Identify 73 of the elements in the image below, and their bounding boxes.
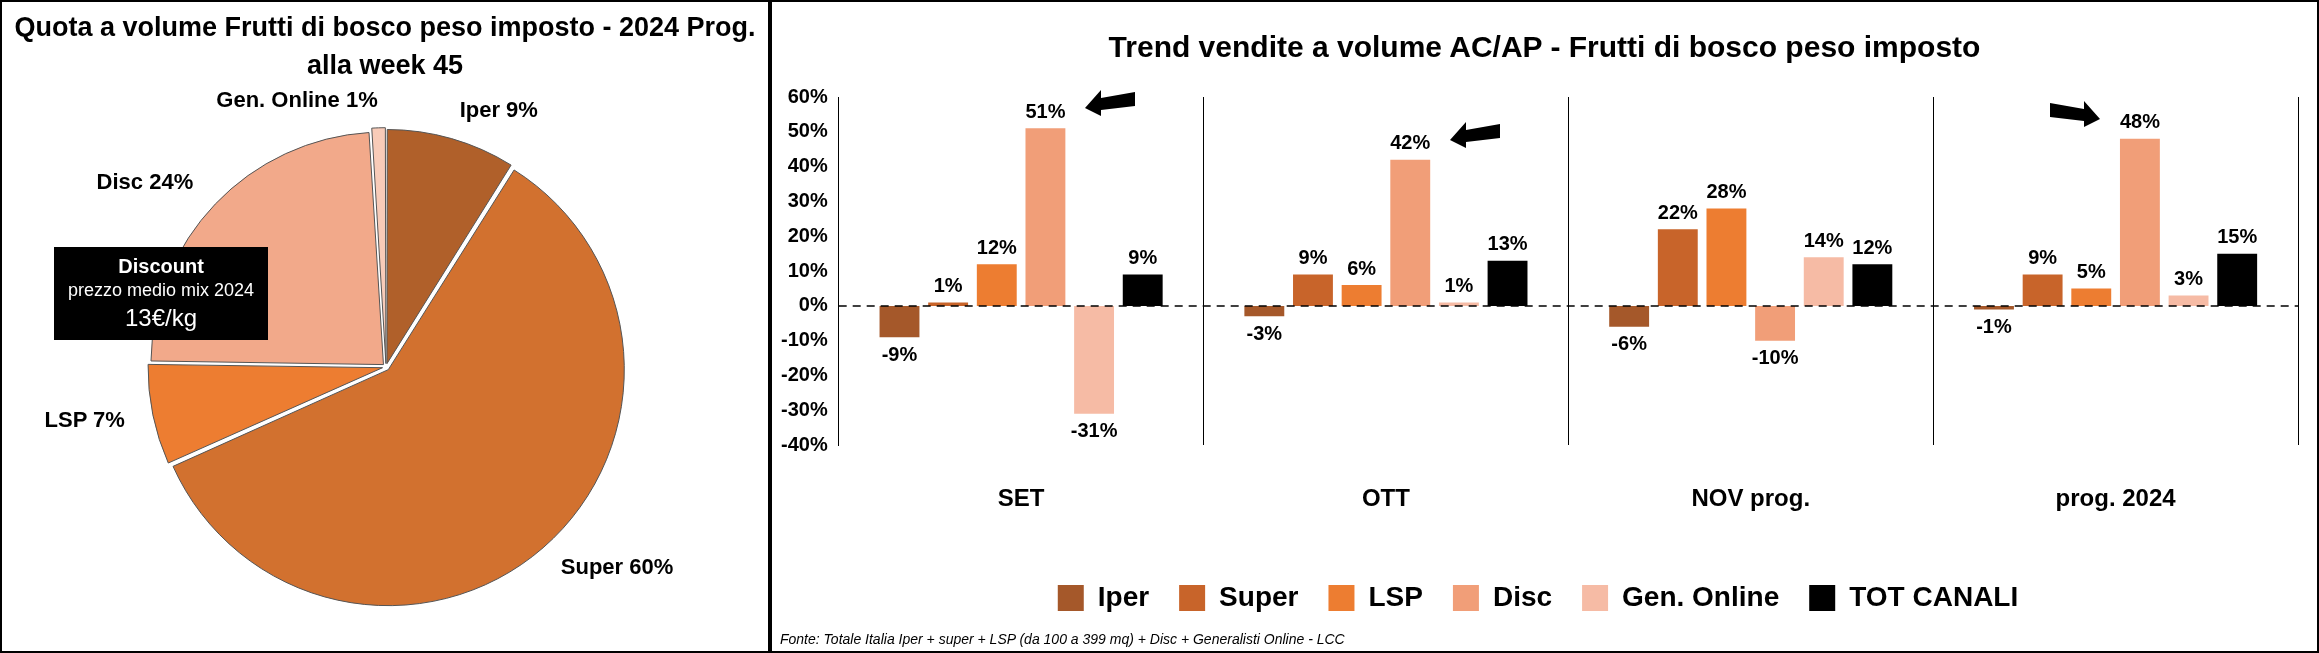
y-tick-label: -20% [780, 363, 828, 386]
bar [1244, 305, 1285, 317]
data-label: 9% [1128, 246, 1158, 269]
y-tick-label: -40% [780, 432, 828, 455]
legend-label: Gen. Online [1622, 580, 1780, 612]
data-label: 1% [933, 273, 963, 296]
y-tick-label: -30% [780, 397, 828, 420]
bar [1706, 208, 1747, 306]
data-label: 9% [1298, 246, 1328, 269]
slice-label: Gen. Online 1% [216, 86, 378, 112]
y-tick-label: 20% [787, 223, 828, 246]
data-label: -9% [881, 342, 918, 365]
data-label: 9% [2028, 246, 2058, 269]
data-label: 12% [976, 235, 1018, 258]
legend-label: LSP [1368, 580, 1423, 612]
y-tick-label: 60% [787, 84, 828, 107]
data-label: -31% [1070, 419, 1118, 442]
legend-label: Iper [1097, 580, 1150, 612]
data-label: -10% [1751, 346, 1799, 369]
legend-label: Super [1219, 580, 1299, 612]
data-label: 48% [2119, 110, 2161, 133]
x-tick-label: prog. 2024 [2055, 484, 2177, 512]
x-tick-label: SET [997, 484, 1045, 512]
bar [1803, 257, 1844, 306]
slice-label: Iper 9% [459, 96, 538, 122]
bar [1755, 305, 1796, 341]
y-tick-label: -10% [780, 328, 828, 351]
y-tick-label: 50% [787, 119, 828, 142]
x-tick-label: OTT [1361, 484, 1411, 512]
source-note: Fonte: Totale Italia Iper + super + LSP (da 100 a 399 mq) + Disc + Generalisti Online - LCC [780, 631, 1345, 647]
legend-label: Disc [1492, 580, 1553, 612]
data-label: 13% [1487, 232, 1528, 255]
text: prezzo medio mix 2024 [68, 279, 255, 302]
chart-title: Trend vendite a volume AC/AP - Frutti di bosco peso imposto [1107, 29, 1982, 64]
bar [1025, 128, 1066, 306]
bar [879, 305, 920, 338]
text: 13€/kg [124, 303, 199, 334]
data-label: 3% [2174, 266, 2204, 289]
slice-label: LSP 7% [44, 406, 125, 432]
data-label: 22% [1657, 200, 1699, 223]
slice-label: Disc 24% [96, 169, 194, 195]
chart-title: Quota a volume Frutti di bosco peso imposto - 2024 Prog. alla week 45 [13, 11, 757, 82]
data-label: 1% [1444, 273, 1474, 296]
bar [976, 264, 1017, 306]
data-label: 14% [1803, 228, 1844, 251]
slice-label: Super 60% [560, 554, 674, 580]
data-label: -1% [1976, 314, 2012, 337]
data-label: 15% [2217, 225, 2258, 248]
bar [1074, 305, 1115, 414]
bar [2022, 274, 2063, 306]
bar [1293, 274, 1333, 306]
x-tick-label: NOV prog. [1691, 484, 1811, 512]
bar [1341, 285, 1382, 306]
y-tick-label: 40% [787, 154, 828, 177]
data-label: 6% [1347, 256, 1377, 279]
data-label: 12% [1852, 235, 1893, 258]
bar [2168, 295, 2209, 306]
data-label: 28% [1706, 179, 1747, 202]
bar [1657, 229, 1698, 306]
data-label: 42% [1390, 131, 1431, 154]
bar [2119, 138, 2160, 306]
y-tick-label: 0% [798, 293, 828, 316]
bar [1390, 159, 1431, 306]
legend-label: TOT CANALI [1849, 580, 2019, 612]
bar [1609, 305, 1650, 327]
data-label: -6% [1611, 332, 1648, 355]
data-label: 51% [1025, 99, 1066, 122]
data-label: -3% [1246, 321, 1283, 344]
bar [2071, 288, 2112, 306]
data-label: 5% [2076, 260, 2106, 283]
y-tick-label: 30% [787, 188, 828, 211]
y-tick-label: 10% [787, 258, 828, 281]
text: Discount [117, 254, 205, 279]
